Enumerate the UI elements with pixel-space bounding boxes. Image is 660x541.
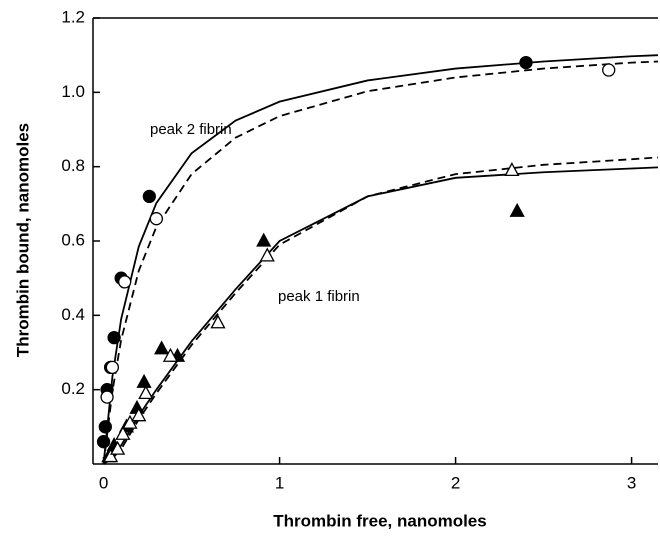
y-tick-label: 0.4 (61, 305, 85, 324)
point (131, 407, 147, 422)
point (149, 212, 164, 226)
point (98, 420, 112, 434)
y-axis-label: Thrombin bound, nanomoles (13, 123, 32, 357)
point (259, 247, 275, 262)
y-tick-label: 0.2 (61, 379, 85, 398)
x-tick-label: 0 (99, 473, 108, 492)
point (122, 414, 138, 429)
point (107, 330, 121, 345)
x-tick-label: 2 (451, 473, 460, 492)
fit-curve (102, 54, 659, 465)
fit-curve (103, 156, 659, 465)
fit-curve (102, 60, 659, 465)
y-tick-label: 0.8 (61, 156, 85, 175)
point (118, 275, 132, 289)
y-tick-label: 1.2 (61, 7, 85, 26)
point (103, 448, 119, 463)
point (142, 189, 156, 204)
point (519, 55, 533, 70)
point (136, 373, 152, 388)
y-tick-label: 1.0 (61, 82, 85, 101)
point (105, 360, 120, 375)
point (602, 63, 616, 77)
point (256, 232, 272, 247)
point (154, 340, 170, 355)
x-tick-label: 1 (275, 473, 284, 492)
y-tick-label: 0.6 (61, 230, 85, 249)
point (162, 347, 179, 362)
point (100, 390, 114, 404)
fit-curve (102, 166, 659, 465)
x-tick-label: 3 (627, 473, 636, 492)
point (210, 314, 226, 329)
point (504, 162, 520, 177)
point (110, 440, 126, 455)
point (115, 425, 131, 440)
point (96, 435, 111, 449)
annotation: peak 1 fibrin (278, 288, 360, 305)
point (138, 385, 154, 400)
point (509, 202, 525, 217)
x-axis-label: Thrombin free, nanomoles (273, 511, 486, 530)
annotation: peak 2 fibrin (150, 121, 232, 138)
